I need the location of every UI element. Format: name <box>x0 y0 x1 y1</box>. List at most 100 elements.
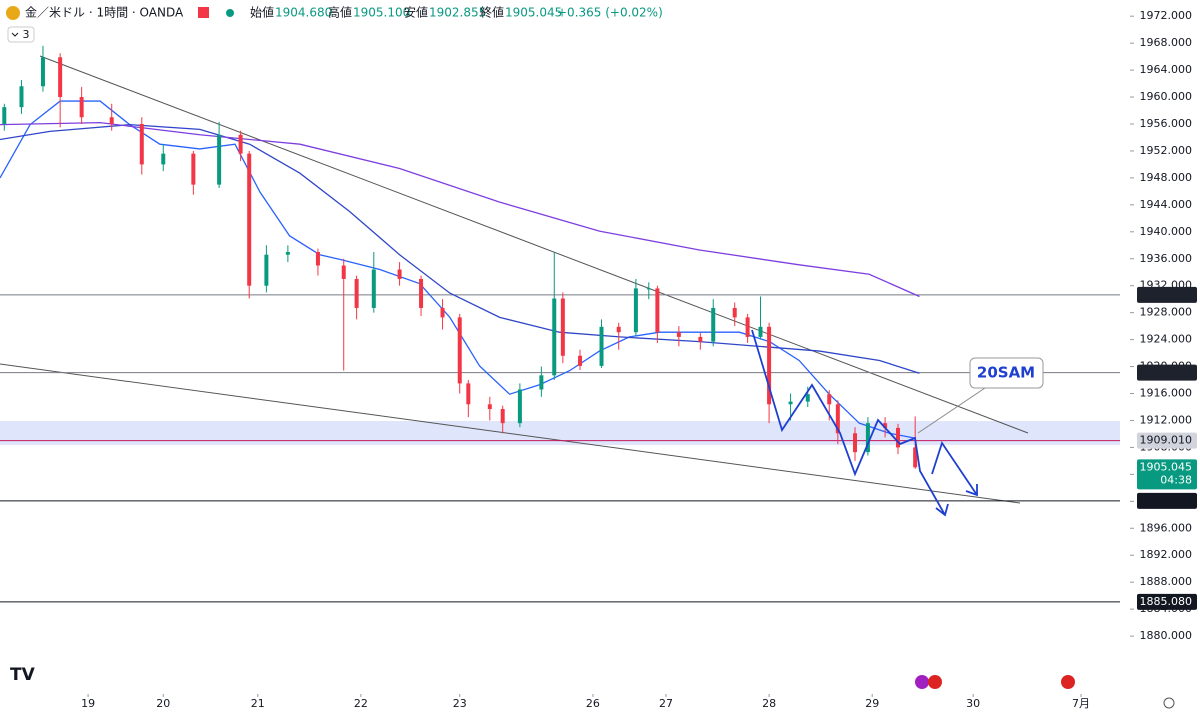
price-tag-label: 1909.010 <box>1140 434 1193 447</box>
last-price-label: 1905.045 <box>1140 460 1193 473</box>
arrow-head <box>935 503 949 517</box>
header-bg <box>0 0 660 24</box>
settings-icon[interactable] <box>1163 697 1175 709</box>
indicator-toggle[interactable] <box>7 26 35 43</box>
candle-body <box>500 409 505 424</box>
status-dot <box>226 9 234 17</box>
price-tag <box>1137 492 1197 509</box>
price-tag-label: 1885.080 <box>1140 595 1193 608</box>
change: +0.365 (+0.02%) <box>557 6 663 20</box>
moving-average <box>0 100 915 439</box>
candle-body <box>732 307 737 318</box>
candle-body <box>19 86 24 108</box>
candle-body <box>79 97 84 118</box>
candle-body <box>560 298 565 356</box>
zigzag-arrow <box>931 440 978 496</box>
candle-body <box>539 375 544 390</box>
candle-body <box>827 394 832 405</box>
candle-body <box>711 307 716 342</box>
candle-body <box>457 317 462 384</box>
y-tick-label: 1960.000 <box>1140 90 1193 103</box>
arrow-head <box>965 484 978 497</box>
x-tick-label: 28 <box>762 697 776 710</box>
last-price-tag <box>1137 459 1197 490</box>
candle-body <box>805 394 810 402</box>
x-tick-label: 21 <box>251 697 265 710</box>
y-tick-label: 1968.000 <box>1140 36 1193 49</box>
logo: TV <box>10 665 36 685</box>
candle-body <box>397 269 402 279</box>
candle-body <box>758 326 763 337</box>
event-icon[interactable] <box>928 675 942 689</box>
symbol: 金／米ドル · 1時間 · OANDA <box>25 6 184 20</box>
candle-body <box>58 57 63 98</box>
x-tick-label: 22 <box>354 697 368 710</box>
candle-body <box>109 117 114 124</box>
y-tick-label: 1964.000 <box>1140 63 1193 76</box>
candle-body <box>895 427 900 448</box>
low-label: 安値 <box>404 5 428 20</box>
market-flag <box>198 7 209 18</box>
candle-body <box>599 326 604 366</box>
candle-body <box>139 123 144 165</box>
candle-body <box>676 332 681 337</box>
x-tick-label: 29 <box>865 697 879 710</box>
price-tag <box>1137 432 1197 449</box>
y-tick-label: 1956.000 <box>1140 117 1193 130</box>
candle-body <box>578 355 583 366</box>
zone <box>0 421 1120 445</box>
candle-body <box>161 153 166 165</box>
candle-body <box>371 269 376 308</box>
candle-body <box>354 278 359 308</box>
low-value: 1902.855 <box>429 6 486 20</box>
candle-body <box>698 336 703 342</box>
candle-body <box>835 404 840 434</box>
candle-body <box>487 404 492 410</box>
candle-body <box>40 57 45 87</box>
candle-body <box>616 326 621 333</box>
candle-body <box>315 252 320 266</box>
x-tick-label: 23 <box>453 697 467 710</box>
x-tick-label: 7月 <box>1072 697 1090 710</box>
price-tag <box>1137 364 1197 381</box>
y-tick-label: 1892.000 <box>1140 548 1193 561</box>
trend-line <box>39 55 1029 434</box>
candles <box>2 45 918 469</box>
high-value: 1905.100 <box>353 6 410 20</box>
candle-body <box>633 288 638 333</box>
candle-body <box>913 447 918 468</box>
close-value: 1905.045 <box>505 6 562 20</box>
open-label: 始値 <box>250 5 274 20</box>
candle-body <box>865 423 870 453</box>
candle-body <box>440 307 445 318</box>
y-tick-label: 1972.000 <box>1140 9 1193 22</box>
event-icon[interactable] <box>1061 675 1075 689</box>
x-tick-label: 26 <box>586 697 600 710</box>
chevron <box>11 32 19 37</box>
open-value: 1904.680 <box>275 6 332 20</box>
candle-body <box>264 254 269 286</box>
candle-body <box>466 383 471 405</box>
y-tick-label: 1924.000 <box>1140 333 1193 346</box>
candle-body <box>552 298 557 376</box>
symbol-icon <box>6 6 20 20</box>
candle-body <box>767 326 772 405</box>
y-tick-label: 1936.000 <box>1140 252 1193 265</box>
candle-body <box>517 389 522 424</box>
y-tick-label: 1912.000 <box>1140 413 1193 426</box>
candle-body <box>655 288 660 333</box>
candle-body <box>419 278 424 308</box>
callout-pointer <box>917 387 986 434</box>
y-tick-label: 1888.000 <box>1140 575 1193 588</box>
event-icon[interactable] <box>915 675 929 689</box>
y-tick-label: 1880.000 <box>1140 629 1193 642</box>
price-lines <box>0 294 1120 603</box>
y-tick-label: 1916.000 <box>1140 387 1193 400</box>
moving-averages <box>0 100 920 439</box>
candle-body <box>285 252 290 255</box>
zigzag-arrow <box>751 329 946 516</box>
indicator-count[interactable]: 3 <box>23 28 30 41</box>
candle-body <box>2 107 7 124</box>
y-tick-label: 1896.000 <box>1140 521 1193 534</box>
